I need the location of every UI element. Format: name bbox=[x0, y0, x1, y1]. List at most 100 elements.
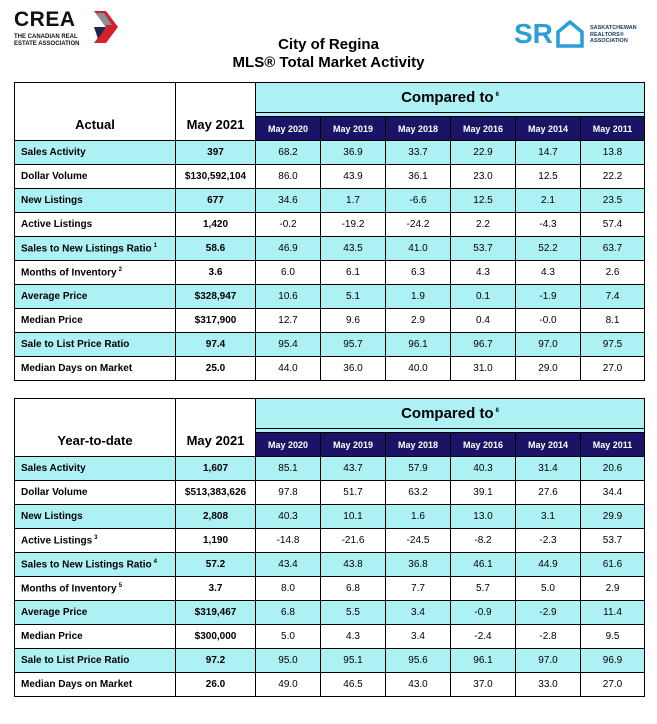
comparison-value: 44.9 bbox=[515, 552, 581, 577]
crea-logo: CREA THE CANADIAN REAL ESTATE ASSOCIATIO… bbox=[14, 8, 124, 52]
comparison-value: 41.0 bbox=[385, 236, 451, 261]
metric-label: New Listings bbox=[14, 188, 176, 213]
comparison-value: 7.4 bbox=[579, 284, 646, 309]
metric-label: Median Price bbox=[14, 308, 176, 333]
comparison-value: 36.0 bbox=[320, 356, 386, 381]
comparison-value: 1.9 bbox=[385, 284, 451, 309]
comparison-value: -14.8 bbox=[255, 528, 321, 553]
table-row: Sale to List Price Ratio 97.2 95.0 95.1 95.6… bbox=[14, 648, 646, 673]
table-row: Average Price $328,947 10.6 5.1 1.9 0.1 -1.9 7.… bbox=[14, 284, 646, 309]
comparison-value: 39.1 bbox=[450, 480, 516, 505]
current-value: 1,607 bbox=[175, 456, 256, 481]
actual-label: Actual bbox=[14, 82, 176, 141]
comparison-value: 23.0 bbox=[450, 164, 516, 189]
comparison-value: 4.3 bbox=[450, 260, 516, 285]
comparison-value: -2.4 bbox=[450, 624, 516, 649]
comparison-value: 36.8 bbox=[385, 552, 451, 577]
comparison-value: 51.7 bbox=[320, 480, 386, 505]
metric-label: Average Price bbox=[14, 284, 176, 309]
comparison-value: 5.7 bbox=[450, 576, 516, 601]
comparison-value: 8.1 bbox=[579, 308, 646, 333]
current-value: $130,592,104 bbox=[175, 164, 256, 189]
comparison-value: 4.3 bbox=[515, 260, 581, 285]
comparison-value: 4.3 bbox=[320, 624, 386, 649]
table-row: Months of Inventory 5 3.7 8.0 6.8 7.7 5.7 5.0 2.… bbox=[14, 576, 646, 601]
comparison-value: 95.0 bbox=[255, 648, 321, 673]
ytd-label: Year-to-date bbox=[14, 398, 176, 457]
current-value: 57.2 bbox=[175, 552, 256, 577]
period-header: May 2014 bbox=[515, 116, 581, 141]
compared-to-header: Compared to 6 bbox=[254, 82, 646, 113]
comparison-value: 43.5 bbox=[320, 236, 386, 261]
comparison-value: 11.4 bbox=[579, 600, 646, 625]
comparison-value: 34.6 bbox=[255, 188, 321, 213]
header-spacer bbox=[254, 428, 646, 433]
ytd-table: Year-to-date May 2021 Compared to 6 May 2… bbox=[14, 398, 646, 697]
crea-wordmark: CREA bbox=[14, 8, 76, 31]
comparison-value: 43.4 bbox=[255, 552, 321, 577]
comparison-value: 5.1 bbox=[320, 284, 386, 309]
comparison-value: 63.7 bbox=[579, 236, 646, 261]
period-header: May 2019 bbox=[320, 116, 386, 141]
comparison-value: 97.0 bbox=[515, 332, 581, 357]
period-header: May 2020 bbox=[255, 432, 321, 457]
comparison-value: 2.6 bbox=[579, 260, 646, 285]
comparison-value: 6.8 bbox=[320, 576, 386, 601]
comparison-value: 8.0 bbox=[255, 576, 321, 601]
comparison-value: 97.0 bbox=[515, 648, 581, 673]
comparison-value: -2.8 bbox=[515, 624, 581, 649]
comparison-value: 96.7 bbox=[450, 332, 516, 357]
page-subtitle: MLS® Total Market Activity bbox=[232, 54, 425, 71]
comparison-value: 33.0 bbox=[515, 672, 581, 697]
metric-label: Sale to List Price Ratio bbox=[14, 332, 176, 357]
comparison-value: -24.5 bbox=[385, 528, 451, 553]
comparison-value: 46.9 bbox=[255, 236, 321, 261]
comparison-value: 96.9 bbox=[579, 648, 646, 673]
table-row: Average Price $319,467 6.8 5.5 3.4 -0.9 -2.9 11… bbox=[14, 600, 646, 625]
comparison-value: 9.6 bbox=[320, 308, 386, 333]
comparison-value: 43.7 bbox=[320, 456, 386, 481]
period-header: May 2018 bbox=[385, 116, 451, 141]
footnote-marker: 5 bbox=[118, 582, 122, 589]
crea-tagline: THE CANADIAN REAL ESTATE ASSOCIATION bbox=[14, 34, 80, 47]
comparison-value: 7.7 bbox=[385, 576, 451, 601]
comparison-value: 10.1 bbox=[320, 504, 386, 529]
comparison-value: 10.6 bbox=[255, 284, 321, 309]
comparison-value: 37.0 bbox=[450, 672, 516, 697]
metric-label: Average Price bbox=[14, 600, 176, 625]
comparison-value: -4.3 bbox=[515, 212, 581, 237]
comparison-value: 96.1 bbox=[385, 332, 451, 357]
comparison-value: 53.7 bbox=[579, 528, 646, 553]
comparison-value: -19.2 bbox=[320, 212, 386, 237]
metric-label: Sales to New Listings Ratio 1 bbox=[14, 236, 176, 261]
comparison-value: 12.5 bbox=[450, 188, 516, 213]
comparison-value: 0.1 bbox=[450, 284, 516, 309]
comparison-value: -1.9 bbox=[515, 284, 581, 309]
comparison-value: 40.3 bbox=[255, 504, 321, 529]
table-row: Median Price $300,000 5.0 4.3 3.4 -2.4 -2.8 9.5 bbox=[14, 624, 646, 649]
table-row: Dollar Volume $130,592,104 86.0 43.9 36.1 23.… bbox=[14, 164, 646, 189]
comparison-value: 0.4 bbox=[450, 308, 516, 333]
metric-label: Median Price bbox=[14, 624, 176, 649]
comparison-value: 34.4 bbox=[579, 480, 646, 505]
comparison-value: 61.6 bbox=[579, 552, 646, 577]
comparison-value: 40.0 bbox=[385, 356, 451, 381]
header-spacer bbox=[254, 112, 646, 117]
comparison-value: 5.0 bbox=[515, 576, 581, 601]
period-header-row: May 2020 May 2019 May 2018 May 2016 May 2014… bbox=[15, 116, 646, 141]
current-value: 97.2 bbox=[175, 648, 256, 673]
comparison-value: 36.9 bbox=[320, 140, 386, 165]
comparison-value: -24.2 bbox=[385, 212, 451, 237]
comparison-value: -0.2 bbox=[255, 212, 321, 237]
current-value: 1,420 bbox=[175, 212, 256, 237]
current-period-header: May 2021 bbox=[175, 398, 256, 457]
comparison-value: 97.5 bbox=[579, 332, 646, 357]
comparison-value: 43.9 bbox=[320, 164, 386, 189]
comparison-value: 95.6 bbox=[385, 648, 451, 673]
table-row: Median Days on Market 25.0 44.0 36.0 40.0 31.… bbox=[14, 356, 646, 381]
period-header: May 2016 bbox=[450, 432, 516, 457]
period-header-row: May 2020 May 2019 May 2018 May 2016 May 2014… bbox=[15, 432, 646, 457]
comparison-value: 57.4 bbox=[579, 212, 646, 237]
crea-chevron-icon bbox=[94, 11, 118, 43]
actual-table: Actual May 2021 Compared to 6 May 2020 May… bbox=[14, 82, 646, 381]
